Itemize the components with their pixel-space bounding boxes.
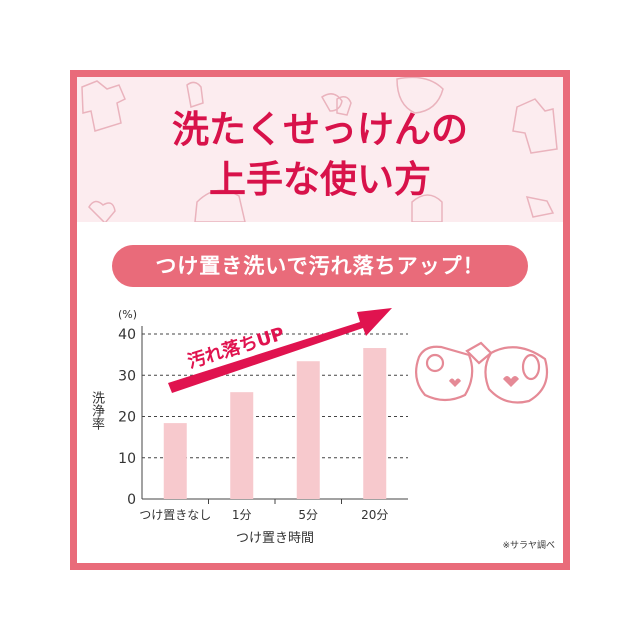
- bar: [296, 361, 320, 499]
- y-axis-label: 洗浄率: [89, 391, 104, 430]
- y-ticks: 0 10 20 30 40: [118, 327, 136, 508]
- x-categories: つけ置きなし 1分 5分 20分: [139, 508, 388, 522]
- detergent-bottles-illustration-icon: [414, 341, 549, 404]
- y-tick-label: 0: [127, 492, 136, 508]
- y-tick-label: 40: [118, 327, 136, 343]
- header: 洗たくせっけんの 上手な使い方: [77, 77, 563, 222]
- bars: [163, 348, 387, 499]
- x-tick-label: 20分: [361, 508, 388, 522]
- x-tick-label: 1分: [232, 508, 252, 522]
- y-tick-label: 10: [118, 451, 136, 467]
- y-tick-label: 20: [118, 410, 136, 426]
- bar: [163, 423, 187, 499]
- title-line-2: 上手な使い方: [209, 158, 431, 201]
- bar: [363, 348, 387, 499]
- up-arrow: 汚れ落ちUP: [168, 308, 392, 393]
- x-tick-label: 5分: [298, 508, 318, 522]
- x-tick-label: つけ置きなし: [139, 508, 211, 522]
- card-body: 洗たくせっけんの 上手な使い方 つけ置き洗いで汚れ落ちアップ！ ※サラヤ調べ: [77, 77, 563, 563]
- page-title: 洗たくせっけんの 上手な使い方: [77, 105, 563, 205]
- y-tick-label: 30: [118, 368, 136, 384]
- arrow-shape: [168, 308, 392, 393]
- y-unit-label: (%): [118, 308, 137, 321]
- banner: つけ置き洗いで汚れ落ちアップ！: [112, 245, 528, 287]
- laundry-illustration-icon: [81, 77, 558, 222]
- x-axis-label: つけ置き時間: [236, 531, 314, 546]
- title-line-1: 洗たくせっけんの: [172, 108, 468, 151]
- source-note: ※サラヤ調べ: [502, 541, 555, 551]
- card-frame: 洗たくせっけんの 上手な使い方 つけ置き洗いで汚れ落ちアップ！ ※サラヤ調べ: [70, 70, 570, 570]
- bar: [230, 392, 254, 499]
